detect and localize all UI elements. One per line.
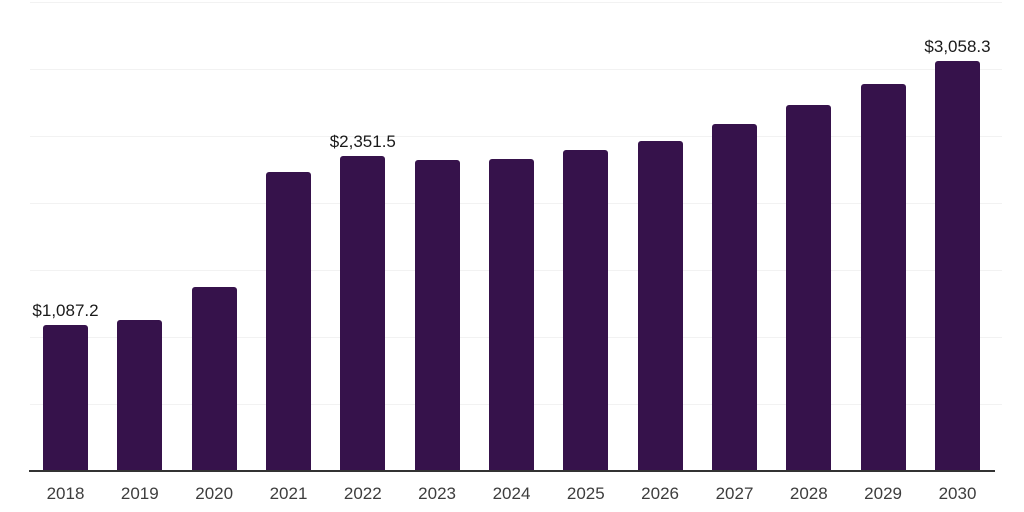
- bar-2025[interactable]: [563, 149, 609, 471]
- bar-2028[interactable]: [786, 104, 832, 471]
- gridline-3500: [30, 2, 1002, 3]
- x-tick-2026: 2026: [641, 484, 679, 503]
- x-tick-2023: 2023: [418, 484, 456, 503]
- value-label-2030: $3,058.3: [924, 37, 991, 57]
- bar-2023[interactable]: [414, 160, 460, 471]
- bar-2027[interactable]: [712, 123, 757, 471]
- x-tick-2019: 2019: [120, 484, 159, 503]
- bar-2026[interactable]: [637, 140, 683, 471]
- x-tick-2028: 2028: [789, 484, 828, 503]
- x-tick-2027: 2027: [715, 484, 754, 503]
- bar-2019[interactable]: [117, 320, 163, 472]
- x-tick-2025: 2025: [566, 484, 605, 503]
- x-tick-2018: 2018: [46, 484, 85, 503]
- bar-2024[interactable]: [489, 159, 534, 471]
- gridline-3000: [30, 69, 1002, 70]
- bar-2029[interactable]: [860, 84, 906, 471]
- bar-2030[interactable]: [935, 61, 980, 471]
- x-tick-2020: 2020: [195, 484, 234, 503]
- x-axis-line: [29, 470, 995, 472]
- bar-2018[interactable]: [43, 325, 88, 471]
- x-tick-2021: 2021: [269, 484, 308, 503]
- x-tick-2030: 2030: [938, 484, 977, 503]
- x-tick-2024: 2024: [492, 484, 531, 503]
- bar-2021[interactable]: [266, 172, 311, 471]
- x-tick-2029: 2029: [864, 484, 902, 503]
- value-label-2022: $2,351.5: [329, 131, 396, 151]
- bar-2020[interactable]: [191, 287, 237, 471]
- x-tick-2022: 2022: [343, 484, 382, 503]
- value-label-2018: $1,087.2: [32, 301, 99, 321]
- gridline-2500: [30, 136, 1002, 137]
- bar-2022[interactable]: [340, 155, 386, 471]
